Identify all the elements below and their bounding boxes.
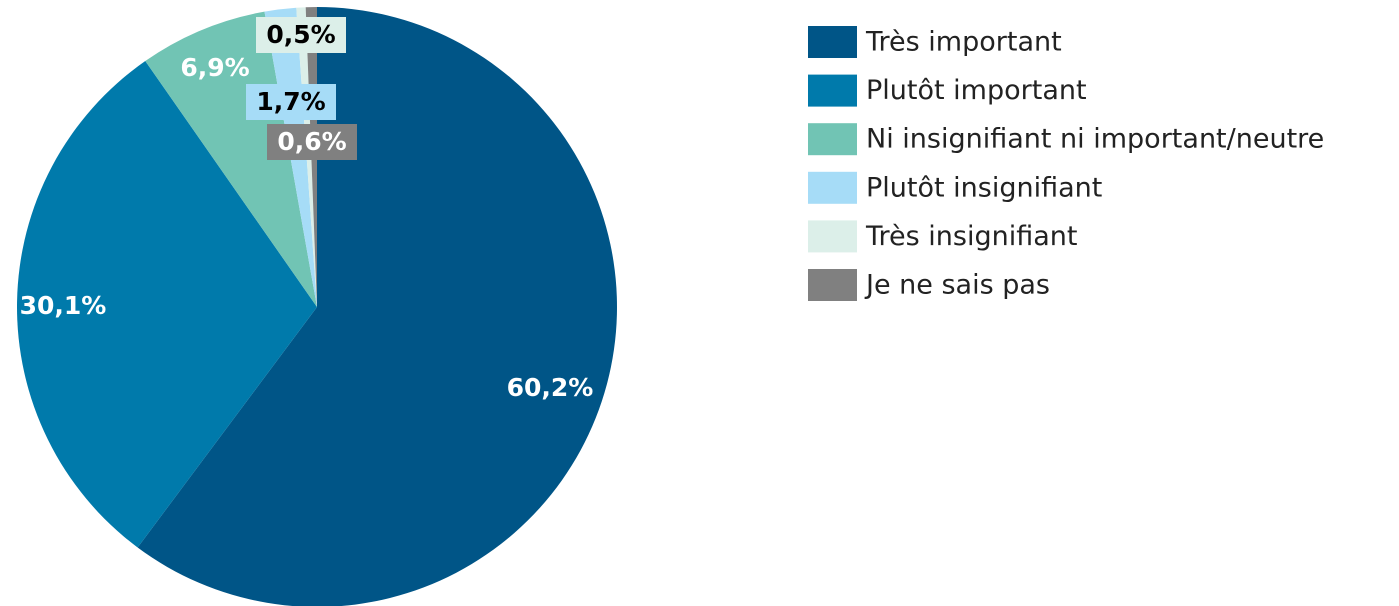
legend-label: Plutôt important [866, 75, 1087, 106]
data-label: 30,1% [20, 291, 107, 320]
pie-slice [137, 7, 617, 606]
legend-swatch [808, 171, 857, 204]
legend-label: Très important [865, 27, 1062, 58]
legend-swatch [808, 26, 857, 58]
legend-label: Ni insignifiant ni important/neutre [866, 124, 1324, 155]
legend-swatch [808, 269, 857, 301]
label-box [246, 84, 336, 120]
legend-swatch [808, 220, 857, 253]
data-label: 0,5% [266, 20, 335, 49]
legend-label: Je ne sais pas [864, 270, 1050, 301]
pie-slice [17, 61, 317, 548]
data-label: 6,9% [180, 53, 249, 82]
data-label: 60,2% [507, 373, 594, 402]
legend-label: Très insignifiant [865, 221, 1077, 252]
label-box [256, 17, 346, 53]
data-label: 0,6% [277, 127, 346, 156]
legend-swatch [808, 123, 857, 156]
data-label: 1,7% [256, 87, 325, 116]
legend-swatch [808, 74, 857, 107]
legend-label: Plutôt insignifiant [866, 172, 1102, 203]
label-box [267, 124, 357, 160]
